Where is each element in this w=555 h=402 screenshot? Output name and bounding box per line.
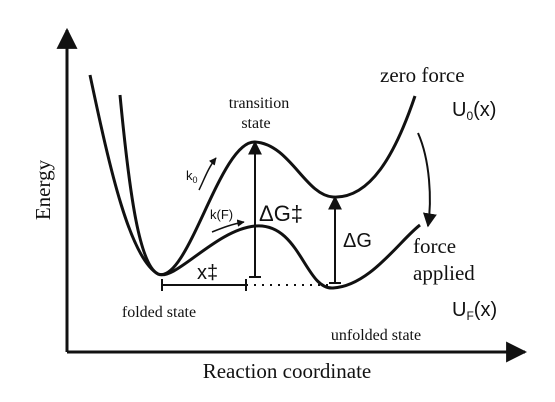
force-label-line2: applied bbox=[413, 261, 475, 285]
y-axis-label: Energy bbox=[31, 159, 55, 220]
zero-force-symbol: U0(x) bbox=[452, 99, 496, 123]
force-applied-symbol: UF(x) bbox=[452, 299, 497, 323]
transition-state-label-1: transition bbox=[229, 95, 289, 112]
folded-state-label: folded state bbox=[122, 304, 196, 321]
zero-force-curve bbox=[88, 74, 417, 276]
rate-force-label: k(F) bbox=[210, 207, 233, 222]
rate-force-arrow bbox=[211, 219, 245, 233]
barrier-label: ΔG‡ bbox=[259, 201, 303, 226]
rate-zero-arrow bbox=[198, 157, 217, 191]
transition-state-label-2: state bbox=[241, 115, 270, 132]
unfolded-state-label: unfolded state bbox=[331, 327, 421, 344]
x-axis-label: Reaction coordinate bbox=[203, 359, 372, 383]
zero-force-label: zero force bbox=[380, 63, 465, 87]
rate-zero-label: k0 bbox=[186, 168, 198, 185]
distance-label: x‡ bbox=[197, 262, 218, 284]
delta-g-label: ΔG bbox=[343, 230, 372, 252]
bend-arrow bbox=[417, 132, 437, 228]
force-applied-curve bbox=[118, 94, 421, 290]
force-label-line1: force bbox=[413, 234, 456, 258]
